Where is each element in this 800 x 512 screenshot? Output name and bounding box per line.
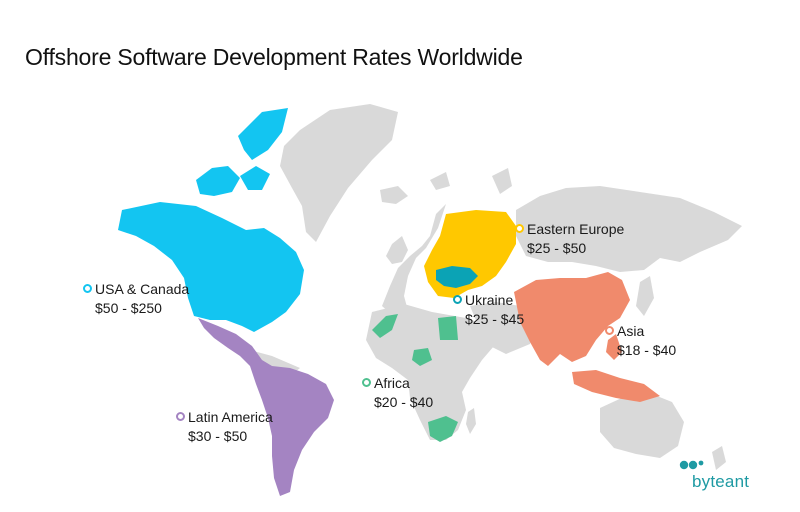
southeast-asia-islands [572, 370, 660, 402]
africa-land [366, 304, 494, 440]
africa-region-north [438, 316, 458, 340]
eastern-europe-marker-icon [515, 224, 524, 233]
africa-region-nigeria [412, 348, 432, 366]
africa-rate: $20 - $40 [374, 394, 434, 410]
new-zealand-land [712, 446, 726, 470]
usa-canada-marker-icon [83, 284, 92, 293]
logo-text: byteant [692, 472, 750, 491]
greenland-land [280, 104, 398, 242]
asia-name: Asia [617, 323, 645, 339]
latin-america-name: Latin America [188, 409, 273, 425]
label-ukraine: Ukraine $25 - $45 [453, 291, 525, 329]
label-africa: Africa $20 - $40 [362, 374, 434, 412]
iceland-land [380, 186, 408, 204]
latin-america-region [198, 318, 334, 496]
uk-land [386, 236, 408, 264]
arctic-island-2-land [430, 172, 450, 190]
japan-land [636, 276, 654, 316]
map-title: Offshore Software Development Rates Worl… [25, 44, 523, 70]
arctic-island-land [492, 168, 512, 194]
africa-name: Africa [374, 375, 410, 391]
ukraine-rate: $25 - $45 [465, 311, 525, 327]
eastern-europe-name: Eastern Europe [527, 221, 625, 237]
label-eastern-europe: Eastern Europe $25 - $50 [515, 220, 625, 258]
asia-marker-icon [605, 326, 614, 335]
label-latin-america: Latin America $30 - $50 [176, 408, 273, 446]
australia-land [600, 394, 684, 458]
usa-canada-region [118, 202, 304, 332]
latin-america-marker-icon [176, 412, 185, 421]
africa-marker-icon [362, 378, 371, 387]
russia-land [516, 186, 742, 272]
label-usa-canada: USA & Canada $50 - $250 [83, 280, 190, 318]
ellesmere-island [240, 166, 270, 190]
canada-arctic-islands [196, 166, 240, 196]
africa-region-west [372, 314, 398, 338]
baffin-island [238, 108, 288, 160]
label-asia: Asia $18 - $40 [605, 322, 677, 360]
ukraine-name: Ukraine [465, 292, 514, 308]
philippines [606, 334, 622, 360]
madagascar-land [466, 408, 476, 434]
eastern-europe-rate: $25 - $50 [527, 240, 587, 256]
ukraine-region [436, 266, 478, 288]
asia-rate: $18 - $40 [617, 342, 677, 358]
western-europe-land [382, 204, 446, 322]
africa-region-south [428, 416, 458, 442]
ukraine-marker-icon [453, 295, 462, 304]
usa-canada-rate: $50 - $250 [95, 300, 162, 316]
asia-region [514, 272, 630, 366]
byteant-logo-icon [679, 460, 704, 470]
latin-america-rate: $30 - $50 [188, 428, 248, 444]
usa-canada-name: USA & Canada [95, 281, 190, 297]
